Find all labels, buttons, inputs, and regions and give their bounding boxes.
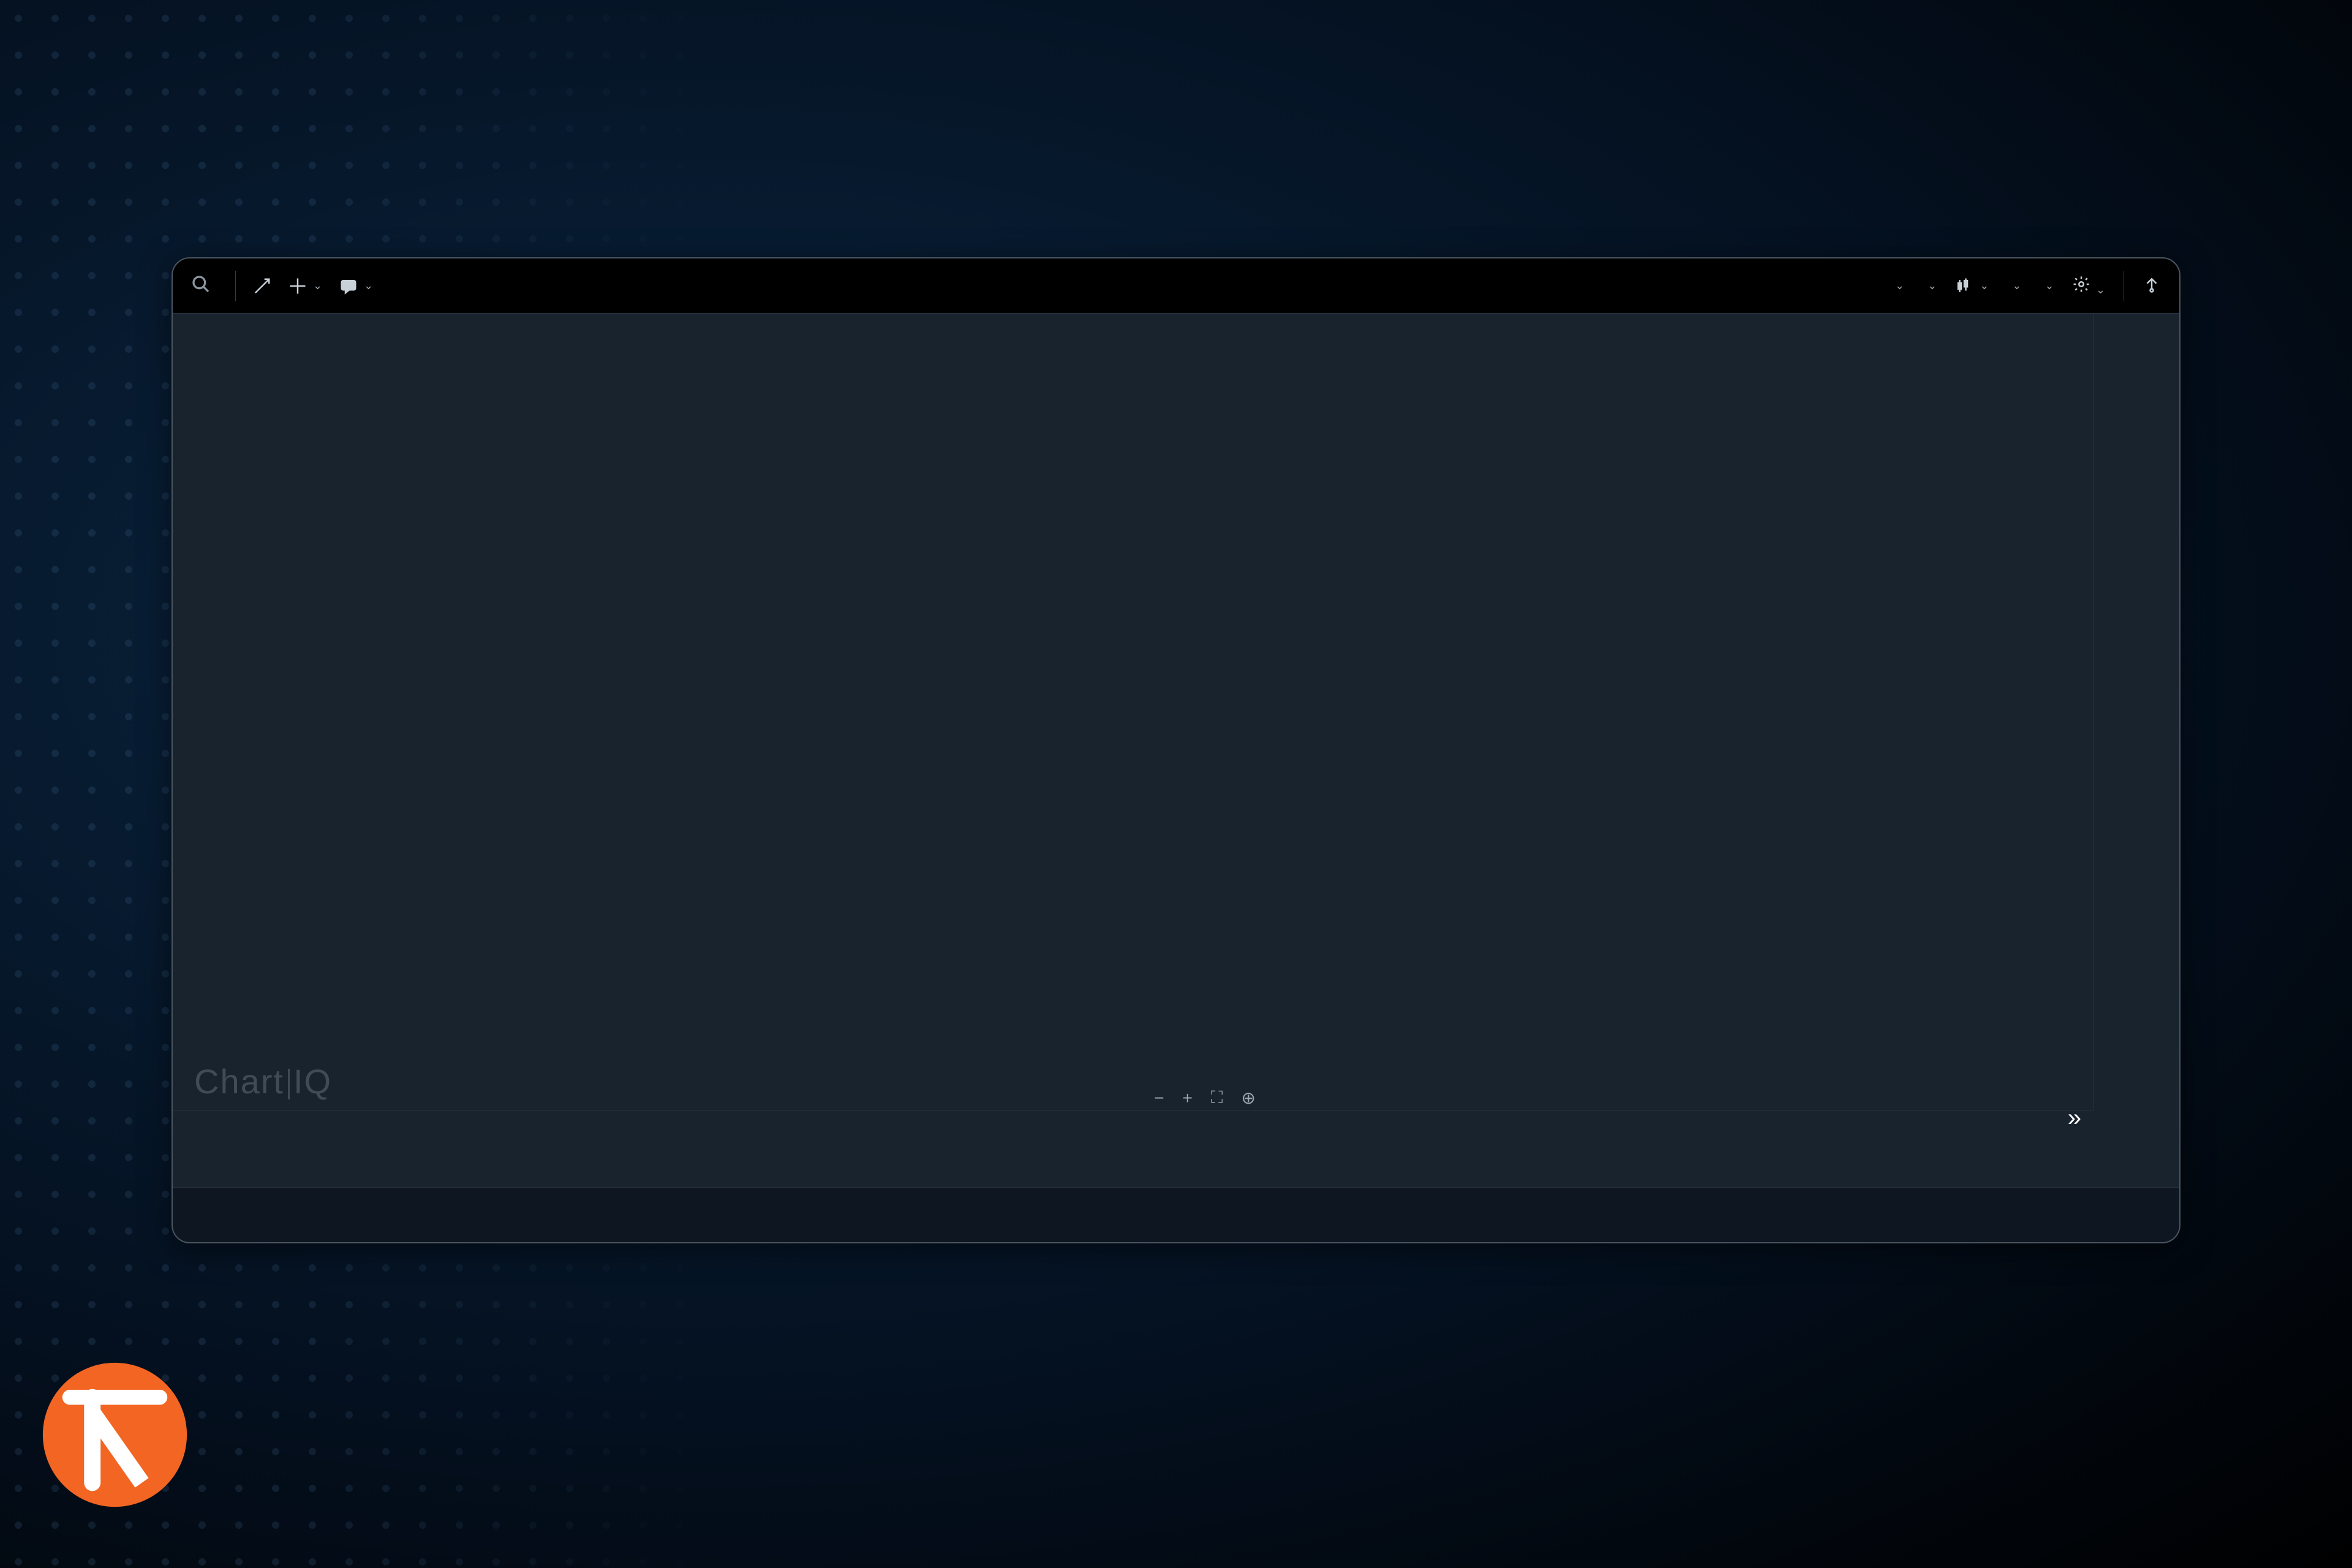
zoom-reset-button[interactable]: ⊕ (1237, 1087, 1261, 1109)
scroll-right-icon[interactable]: » (2068, 1104, 2081, 1132)
chartiq-watermark: ChartIQ (194, 1061, 332, 1101)
chart-type-icon[interactable]: ⌄ (1955, 277, 1989, 295)
search-icon (191, 274, 211, 297)
y-axis[interactable] (2094, 314, 2179, 1110)
chevron-down-icon: ⌄ (313, 279, 322, 292)
zoom-in-button[interactable]: + (1178, 1087, 1197, 1109)
x-axis[interactable] (173, 1110, 2094, 1153)
price-type-selector[interactable]: ⌄ (1890, 279, 1904, 292)
settings-gear-icon[interactable]: ⌄ (2072, 275, 2105, 296)
share-icon[interactable] (2143, 275, 2161, 296)
tradenation-logo (40, 1360, 190, 1510)
fullscreen-button[interactable]: ⛶ (1206, 1087, 1228, 1109)
comment-tool-icon[interactable]: ⌄ (339, 277, 373, 295)
studies-selector[interactable]: ⌄ (2040, 279, 2054, 292)
footer-bar (173, 1187, 2179, 1242)
chevron-down-icon: ⌄ (364, 279, 373, 292)
toolbar: ⌄ ⌄ ⌄ ⌄ ⌄ ⌄ ⌄ ⌄ (173, 258, 2179, 314)
toolbar-divider (235, 271, 236, 301)
zoom-out-button[interactable]: − (1149, 1087, 1169, 1109)
interval-selector[interactable]: ⌄ (1923, 279, 1937, 292)
zoom-controls: − + ⛶ ⊕ (1149, 1087, 1261, 1109)
draw-tool-icon[interactable] (253, 277, 271, 295)
symbol-search[interactable] (191, 274, 218, 297)
candlestick-chart[interactable] (173, 314, 2096, 1110)
chart-window: ⌄ ⌄ ⌄ ⌄ ⌄ ⌄ ⌄ ⌄ (172, 257, 2180, 1243)
views-selector[interactable]: ⌄ (2007, 279, 2021, 292)
crosshair-tool-icon[interactable]: ⌄ (288, 277, 322, 295)
